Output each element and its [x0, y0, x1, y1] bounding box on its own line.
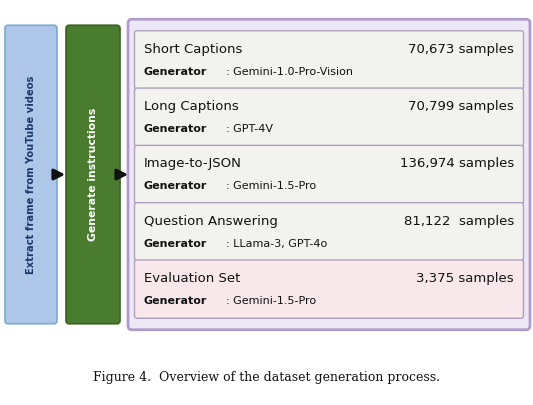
- Text: Generator: Generator: [144, 124, 207, 134]
- Text: Generator: Generator: [144, 239, 207, 249]
- Text: : Gemini-1.0-Pro-Vision: : Gemini-1.0-Pro-Vision: [226, 67, 353, 77]
- Text: 70,673 samples: 70,673 samples: [408, 43, 514, 56]
- Text: Generator: Generator: [144, 296, 207, 306]
- FancyBboxPatch shape: [134, 202, 523, 261]
- Text: 81,122  samples: 81,122 samples: [404, 215, 514, 228]
- Text: Generate instructions: Generate instructions: [88, 108, 98, 241]
- Text: 136,974 samples: 136,974 samples: [400, 157, 514, 171]
- Text: : GPT-4V: : GPT-4V: [226, 124, 273, 134]
- Text: Generator: Generator: [144, 181, 207, 191]
- Text: Long Captions: Long Captions: [144, 100, 239, 113]
- FancyBboxPatch shape: [134, 88, 523, 146]
- Text: Generator: Generator: [144, 67, 207, 77]
- Text: Short Captions: Short Captions: [144, 43, 243, 56]
- Text: Extract frame from YouTube videos: Extract frame from YouTube videos: [26, 75, 36, 274]
- FancyBboxPatch shape: [128, 19, 530, 330]
- Text: 70,799 samples: 70,799 samples: [408, 100, 514, 113]
- FancyBboxPatch shape: [66, 25, 120, 324]
- FancyBboxPatch shape: [134, 260, 523, 318]
- Text: : Gemini-1.5-Pro: : Gemini-1.5-Pro: [226, 296, 316, 306]
- Text: Figure 4.  Overview of the dataset generation process.: Figure 4. Overview of the dataset genera…: [93, 371, 440, 384]
- Text: : LLama-3, GPT-4o: : LLama-3, GPT-4o: [226, 239, 327, 249]
- FancyBboxPatch shape: [134, 145, 523, 204]
- Text: 3,375 samples: 3,375 samples: [416, 272, 514, 285]
- Text: Evaluation Set: Evaluation Set: [144, 272, 240, 285]
- Text: : Gemini-1.5-Pro: : Gemini-1.5-Pro: [226, 181, 316, 191]
- FancyBboxPatch shape: [5, 25, 57, 324]
- Text: Question Answering: Question Answering: [144, 215, 278, 228]
- FancyBboxPatch shape: [134, 31, 523, 89]
- Text: Image-to-JSON: Image-to-JSON: [144, 157, 242, 171]
